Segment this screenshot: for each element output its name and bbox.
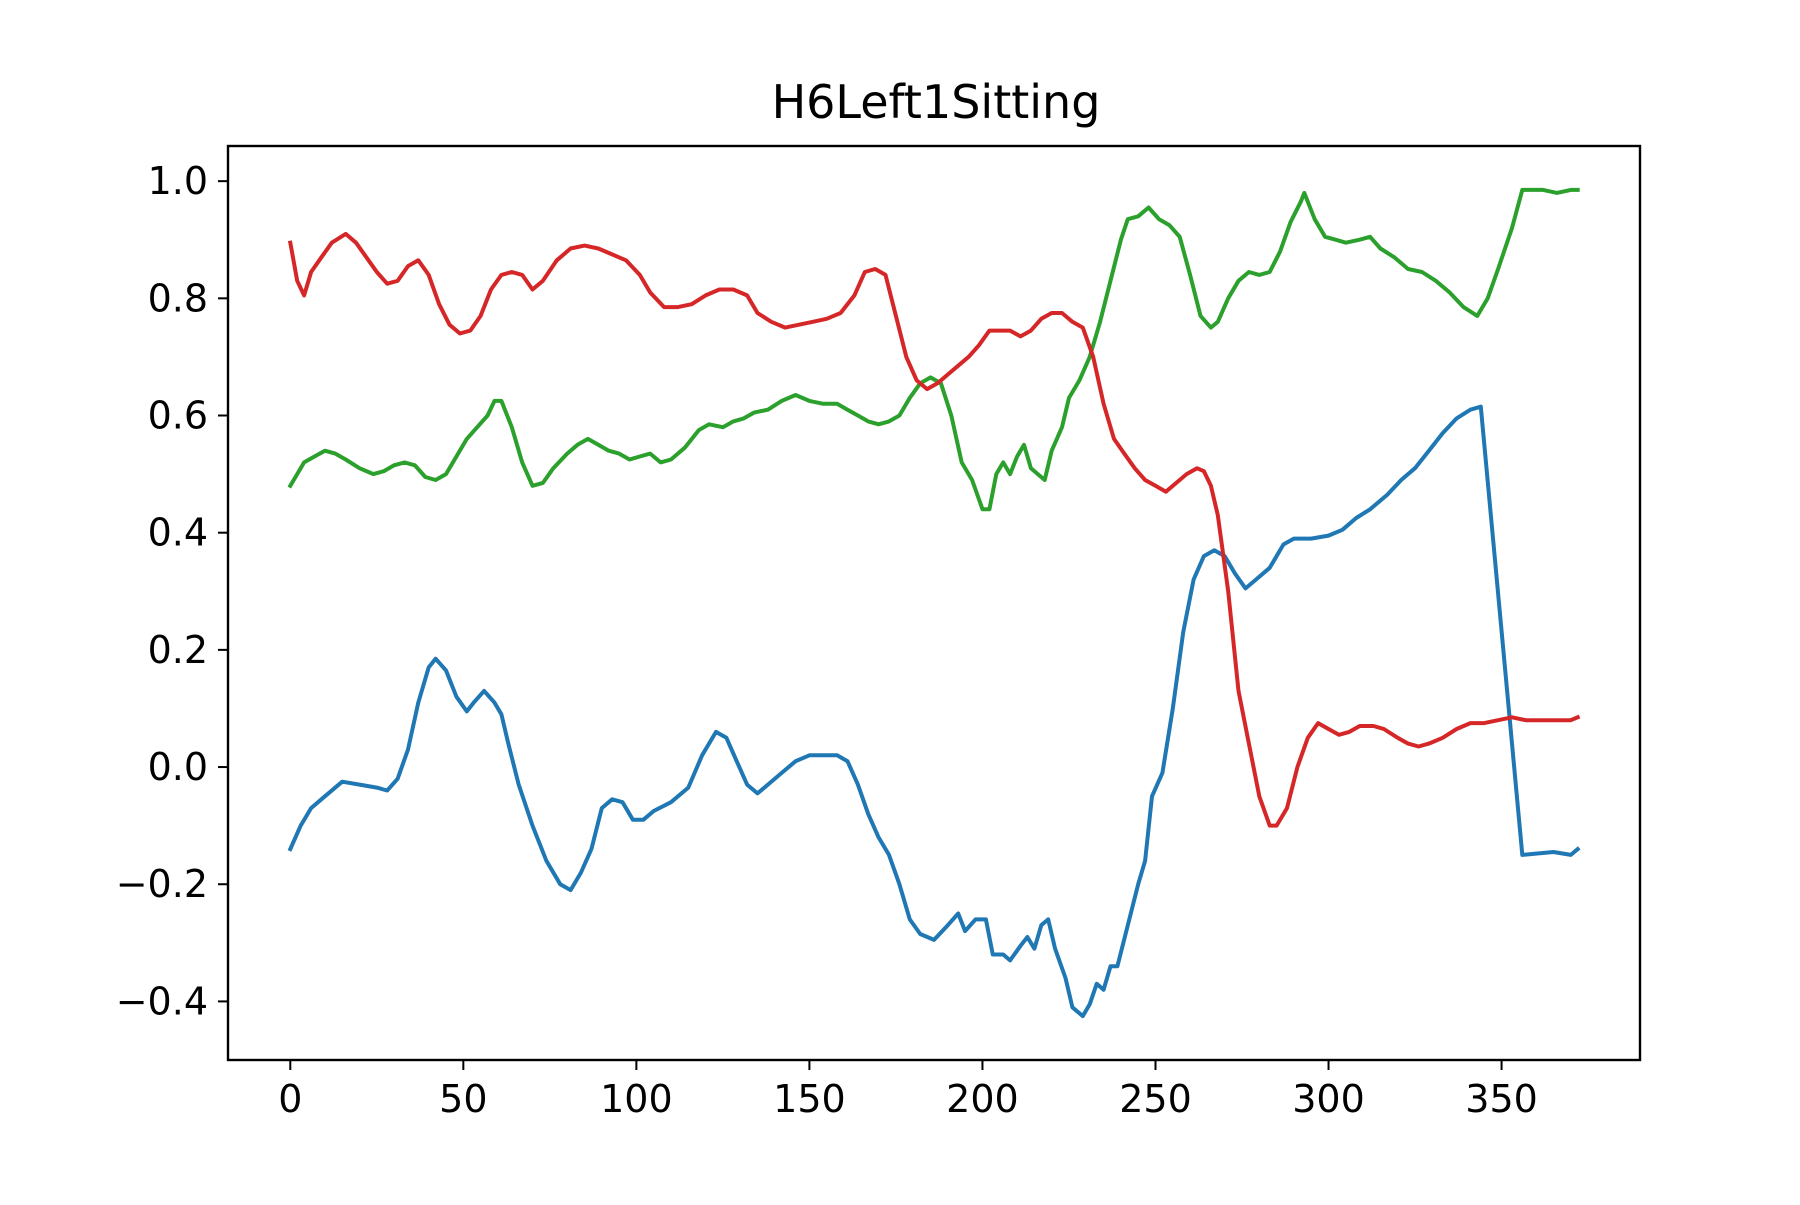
x-tick-label: 100 <box>600 1077 673 1121</box>
plot-frame <box>226 144 1642 1062</box>
x-tick-label: 0 <box>278 1077 302 1121</box>
y-tick-label: −0.4 <box>116 979 208 1023</box>
x-tick-label: 300 <box>1292 1077 1365 1121</box>
x-tick-label: 250 <box>1119 1077 1192 1121</box>
series-line-3 <box>287 231 1581 828</box>
y-tick-label: 0.6 <box>148 394 208 438</box>
chart-title: H6Left1Sitting <box>772 75 1101 129</box>
y-tick-label: 0.8 <box>148 276 208 320</box>
y-tick-label: 0.2 <box>148 628 208 672</box>
series-layer <box>287 187 1581 1019</box>
x-tick-label: 50 <box>439 1077 487 1121</box>
y-axis: −0.4 −0.2 0.0 0.2 0.4 0.6 0.8 1.0 <box>116 159 228 1023</box>
series-line-1 <box>287 404 1581 1019</box>
y-tick-label: 0.4 <box>148 511 208 555</box>
x-axis: 0 50 100 150 200 250 300 350 <box>278 1060 1538 1121</box>
x-tick-label: 350 <box>1465 1077 1538 1121</box>
series-line-2 <box>287 187 1580 512</box>
y-tick-label: −0.2 <box>116 862 208 906</box>
x-tick-label: 150 <box>773 1077 846 1121</box>
y-tick-label: 1.0 <box>148 159 208 203</box>
x-tick-label: 200 <box>946 1077 1019 1121</box>
y-tick-label: 0.0 <box>148 745 208 789</box>
